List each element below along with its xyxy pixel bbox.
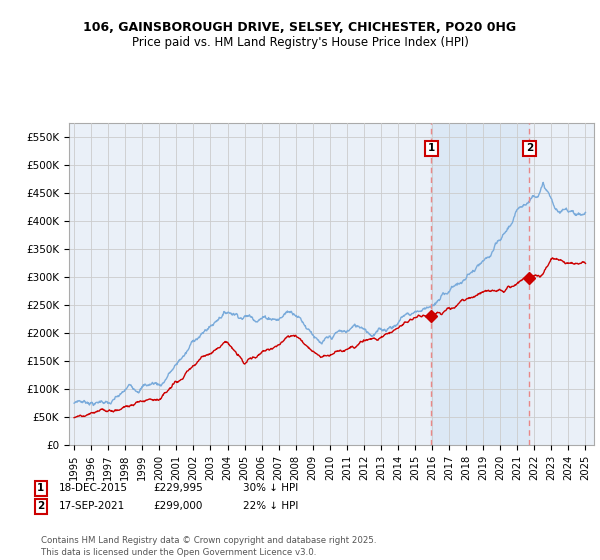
- Text: 17-SEP-2021: 17-SEP-2021: [59, 501, 125, 511]
- Text: 18-DEC-2015: 18-DEC-2015: [59, 483, 128, 493]
- Text: 1: 1: [428, 143, 435, 153]
- Text: 2: 2: [526, 143, 533, 153]
- Text: 22% ↓ HPI: 22% ↓ HPI: [243, 501, 298, 511]
- Text: Contains HM Land Registry data © Crown copyright and database right 2025.
This d: Contains HM Land Registry data © Crown c…: [41, 536, 376, 557]
- Bar: [431, 123, 529, 445]
- Text: 106, GAINSBOROUGH DRIVE, SELSEY, CHICHESTER, PO20 0HG: 106, GAINSBOROUGH DRIVE, SELSEY, CHICHES…: [83, 21, 517, 34]
- Text: £299,000: £299,000: [153, 501, 202, 511]
- Text: £229,995: £229,995: [153, 483, 203, 493]
- Text: 30% ↓ HPI: 30% ↓ HPI: [243, 483, 298, 493]
- Text: 1: 1: [37, 483, 44, 493]
- Text: 2: 2: [37, 501, 44, 511]
- Text: Price paid vs. HM Land Registry's House Price Index (HPI): Price paid vs. HM Land Registry's House …: [131, 36, 469, 49]
